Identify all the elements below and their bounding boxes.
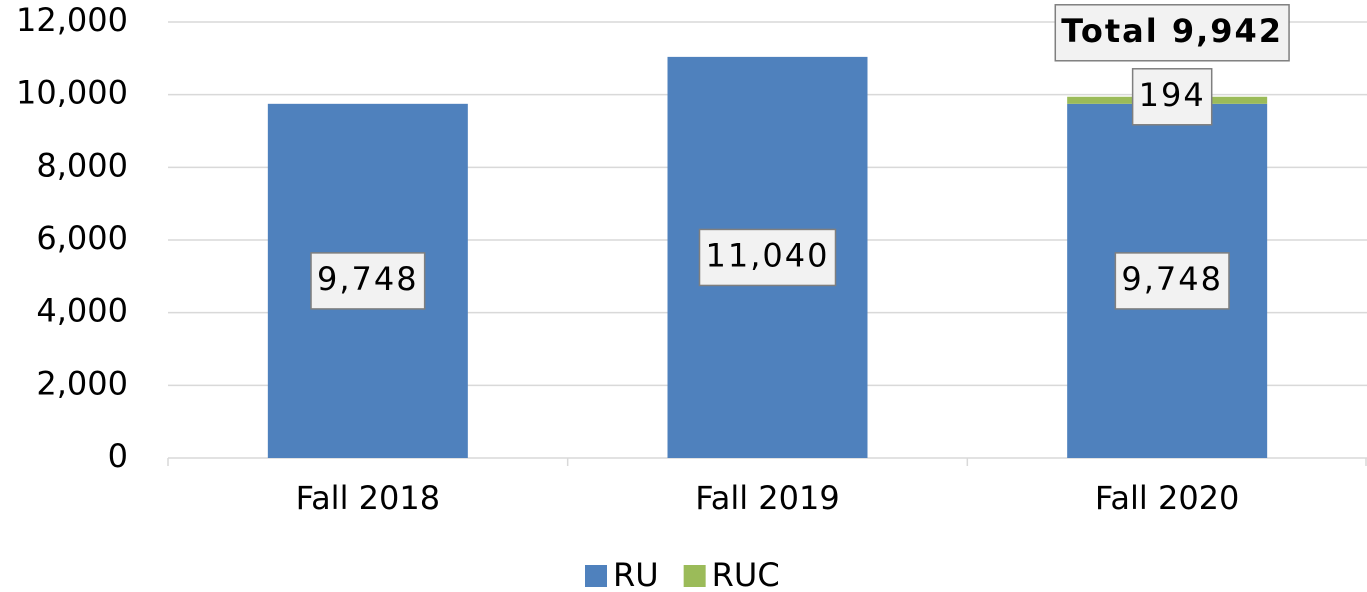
legend-swatch (585, 565, 607, 587)
data-label-text: 11,040 (706, 236, 830, 274)
data-label: 9,748 (310, 252, 426, 310)
y-tick-label: 6,000 (36, 219, 128, 257)
y-tick-label: 10,000 (16, 74, 128, 112)
y-tick-label: 8,000 (36, 146, 128, 184)
y-tick-label: 0 (108, 437, 128, 475)
x-tick-label: Fall 2020 (1095, 479, 1239, 517)
legend-swatch (683, 565, 706, 587)
data-label: 11,040 (698, 228, 837, 287)
total-label-text: Total 9,942 (1061, 12, 1283, 50)
data-label-text: 9,748 (1121, 260, 1223, 298)
data-label-box (1131, 68, 1213, 126)
legend-label: RUC (712, 556, 780, 592)
data-label-text: 9,748 (317, 260, 419, 298)
data-label-box (1114, 252, 1230, 310)
data-label-box (310, 252, 426, 310)
y-tick-label: 12,000 (16, 1, 128, 39)
x-tick-label: Fall 2019 (695, 479, 839, 517)
legend-label: RU (613, 556, 659, 592)
data-label-box (698, 228, 837, 287)
data-label: 194 (1131, 68, 1213, 126)
data-label: 9,748 (1114, 252, 1230, 310)
total-label-box (1054, 4, 1290, 62)
y-tick-label: 2,000 (36, 364, 128, 402)
x-tick-label: Fall 2018 (296, 479, 440, 517)
total-label: Total 9,942 (1054, 4, 1290, 62)
y-tick-label: 4,000 (36, 292, 128, 330)
data-label-text: 194 (1139, 76, 1206, 114)
